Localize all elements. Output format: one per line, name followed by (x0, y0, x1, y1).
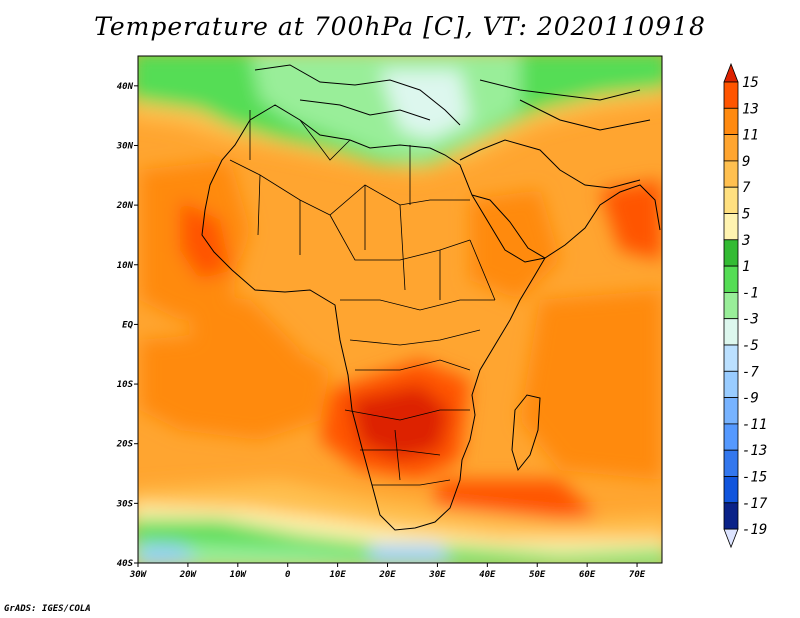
x-axis: 30W 20W 10W 0 10E 20E 30E 40E 50E 60E 70E (129, 563, 646, 580)
colorbar-box (723, 344, 739, 372)
colorbar-box (723, 213, 739, 241)
colorbar-label: 5 (742, 207, 750, 223)
colorbar-label: -17 (742, 496, 768, 512)
colorbar-box (723, 291, 739, 320)
colorbar-box (723, 370, 739, 398)
x-tick-label: 40E (479, 570, 496, 580)
colorbar-label: 1 (742, 259, 750, 275)
colorbar-box (723, 397, 739, 425)
colorbar-label: -15 (742, 470, 767, 486)
x-tick-label: 60E (579, 570, 596, 580)
colorbar-label: -11 (742, 417, 767, 433)
y-tick-label: 10N (117, 261, 134, 271)
y-tick-label: EQ (122, 320, 133, 330)
x-tick-label: 10W (230, 570, 248, 580)
colorbar-label: 7 (742, 180, 751, 196)
coastlines (201, 64, 661, 531)
x-tick-label: 20E (378, 570, 396, 580)
x-tick-label: 20W (179, 570, 198, 580)
x-tick-label: 50E (529, 570, 546, 580)
credit-text: GrADS: IGES/COLA (4, 604, 91, 614)
plot-frame (137, 55, 663, 564)
colorbar-box (723, 160, 739, 188)
x-tick-label: 0 (285, 570, 291, 580)
colorbar-box (723, 449, 739, 477)
country-borders (229, 110, 496, 486)
colorbar-label: -1 (742, 285, 759, 301)
colorbar-label: 3 (741, 233, 750, 249)
colorbar: 15 13 11 9 7 5 3 1 -1 -3 -5 -7 -9 -11 -13 -15 -17 -19 (723, 62, 768, 549)
x-tick-label: 10E (329, 570, 346, 580)
x-tick-label: 30E (428, 570, 446, 580)
y-tick-label: 10S (117, 380, 134, 390)
map-title: Temperature at 700hPa [C], VT: 202011091… (94, 12, 706, 41)
colorbar-box (723, 265, 739, 293)
colorbar-box (723, 318, 739, 346)
colorbar-label: -19 (742, 522, 767, 538)
temperature-field (138, 56, 662, 563)
y-tick-label: 40N (117, 82, 134, 92)
colorbar-label: -5 (742, 338, 759, 354)
colorbar-box (723, 81, 739, 109)
colorbar-box (723, 476, 739, 504)
colorbar-box (723, 134, 739, 162)
colorbar-box (723, 239, 739, 267)
colorbar-box (723, 502, 739, 530)
colorbar-box (723, 107, 739, 136)
x-tick-label: 30W (129, 570, 148, 580)
y-tick-label: 20N (116, 201, 134, 211)
colorbar-box (723, 186, 739, 214)
y-tick-label: 30S (116, 499, 134, 509)
colorbar-label: 9 (742, 154, 750, 170)
colorbar-label: 13 (742, 101, 759, 117)
colorbar-label: -7 (742, 364, 759, 380)
x-tick-label: 70E (629, 570, 646, 580)
y-tick-label: 20S (116, 440, 134, 450)
colorbar-label: -3 (742, 312, 759, 328)
y-tick-label: 30N (116, 141, 134, 151)
y-axis: 40N 30N 20N 10N EQ 10S 20S 30S 40S (116, 82, 138, 569)
colorbar-label: -13 (742, 443, 767, 459)
colorbar-top-arrow (723, 62, 739, 83)
colorbar-label: -9 (742, 391, 759, 407)
colorbar-box (723, 423, 739, 451)
colorbar-bottom-arrow (723, 528, 739, 549)
colorbar-label: 15 (742, 75, 759, 91)
y-tick-label: 40S (117, 559, 134, 569)
colorbar-label: 11 (742, 128, 759, 144)
